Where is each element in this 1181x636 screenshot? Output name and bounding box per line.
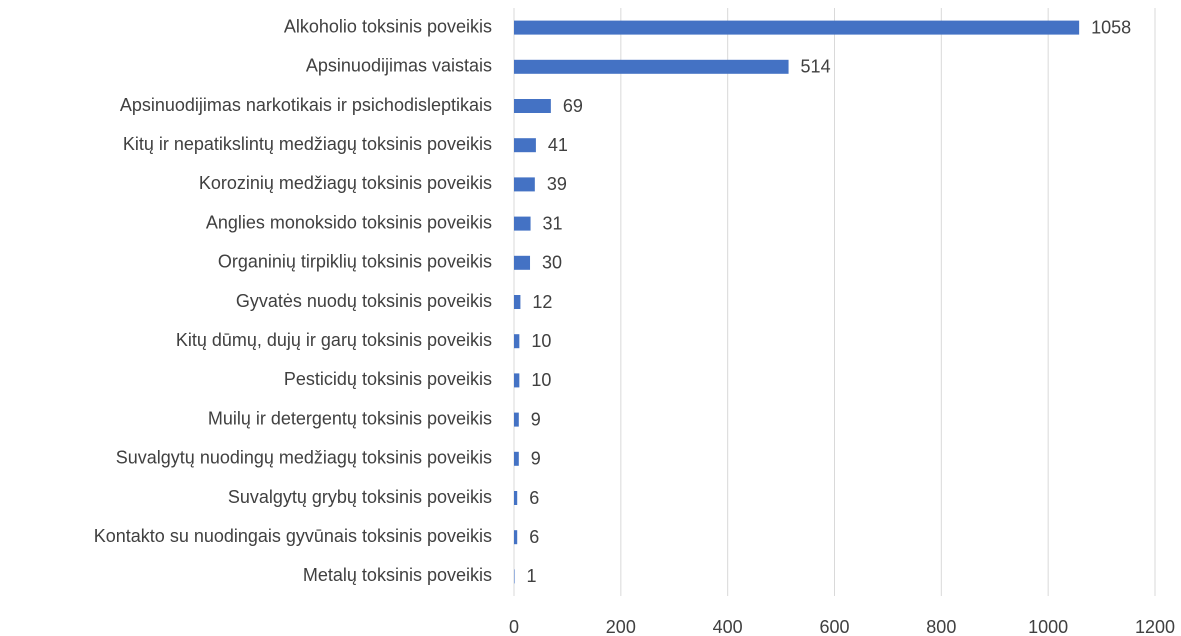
data-label: 514 (801, 57, 831, 77)
y-tick-label: Korozinių medžiagų toksinis poveikis (199, 173, 492, 193)
data-label: 41 (548, 135, 568, 155)
y-tick-label: Apsinuodijimas narkotikais ir psichodisl… (120, 95, 492, 115)
bar (514, 569, 515, 584)
bar (514, 255, 531, 270)
y-tick-label: Kontakto su nuodingais gyvūnais toksinis… (94, 526, 492, 546)
data-label: 9 (531, 449, 541, 469)
y-tick-label: Alkoholio toksinis poveikis (284, 16, 492, 36)
bar (514, 20, 1080, 35)
x-tick-label: 800 (926, 617, 956, 636)
x-tick-label: 200 (606, 617, 636, 636)
y-tick-label: Organinių tirpiklių toksinis poveikis (218, 252, 492, 272)
data-label: 10 (531, 370, 551, 390)
bar (514, 530, 518, 545)
y-tick-label: Metalų toksinis poveikis (303, 565, 492, 585)
data-label: 30 (542, 253, 562, 273)
bar (514, 412, 519, 427)
y-tick-label: Suvalgytų nuodingų medžiagų toksinis pov… (116, 448, 492, 468)
x-tick-label: 0 (509, 617, 519, 636)
y-tick-label: Apsinuodijimas vaistais (306, 56, 492, 76)
y-tick-label: Kitų dūmų, dujų ir garų toksinis poveiki… (176, 330, 492, 350)
data-label: 1058 (1091, 17, 1131, 37)
y-tick-label: Pesticidų toksinis poveikis (284, 369, 492, 389)
data-label: 12 (532, 292, 552, 312)
bar (514, 59, 789, 74)
y-tick-label: Muilų ir detergentų toksinis poveikis (208, 408, 492, 428)
bar (514, 373, 520, 388)
bar (514, 295, 521, 309)
bar (514, 216, 531, 231)
x-tick-label: 1000 (1028, 617, 1068, 636)
data-label: 1 (527, 566, 537, 586)
data-label: 6 (529, 488, 539, 508)
bar (514, 491, 518, 505)
bar (514, 334, 520, 349)
bar (514, 99, 551, 113)
data-label: 39 (547, 174, 567, 194)
x-tick-label: 400 (713, 617, 743, 636)
y-tick-label: Suvalgytų grybų toksinis poveikis (228, 487, 492, 507)
data-label: 31 (543, 213, 563, 233)
y-tick-label: Anglies monoksido toksinis poveikis (206, 212, 492, 232)
data-label: 6 (529, 527, 539, 547)
x-tick-label: 600 (819, 617, 849, 636)
y-tick-label: Kitų ir nepatikslintų medžiagų toksinis … (123, 134, 492, 154)
bar (514, 177, 535, 192)
data-label: 9 (531, 409, 541, 429)
data-label: 10 (531, 331, 551, 351)
data-label: 69 (563, 96, 583, 116)
bar (514, 138, 536, 153)
bar (514, 451, 519, 466)
y-tick-label: Gyvatės nuodų toksinis poveikis (236, 291, 492, 311)
x-tick-label: 1200 (1135, 617, 1175, 636)
